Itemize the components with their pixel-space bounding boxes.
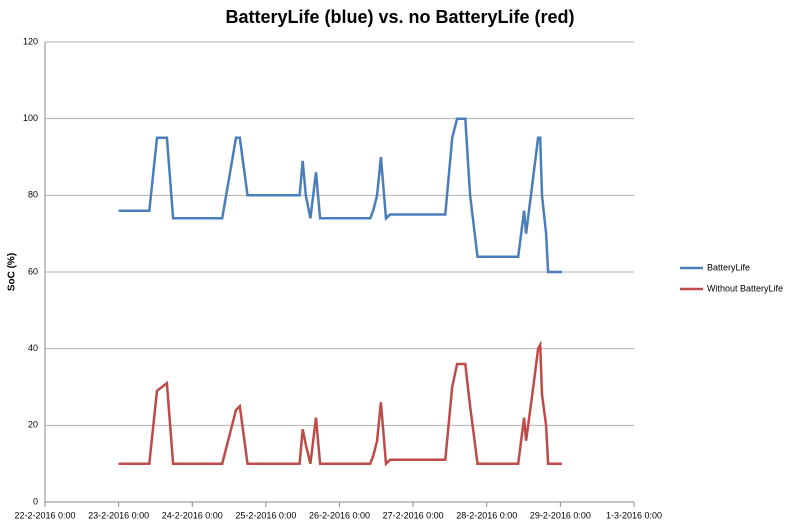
x-tick-label: 26-2-2016 0:00	[309, 510, 370, 520]
y-tick-label: 100	[23, 113, 38, 123]
y-tick-label: 0	[33, 496, 38, 506]
x-tick-label: 25-2-2016 0:00	[235, 510, 296, 520]
y-axis-label: SoC (%)	[7, 253, 18, 291]
x-tick-label: 24-2-2016 0:00	[162, 510, 223, 520]
x-tick-label: 22-2-2016 0:00	[14, 510, 75, 520]
data-line	[118, 117, 562, 274]
x-tick-label: 1-3-2016 0:00	[606, 510, 662, 520]
legend-label: BatteryLife	[707, 262, 750, 272]
y-tick-label: 120	[23, 36, 38, 46]
x-tick-label: 27-2-2016 0:00	[383, 510, 444, 520]
x-tick-label: 23-2-2016 0:00	[88, 510, 149, 520]
y-tick-label: 20	[28, 420, 38, 430]
data-line	[118, 340, 562, 467]
y-tick-label: 80	[28, 190, 38, 200]
x-tick-label: 28-2-2016 0:00	[456, 510, 517, 520]
y-tick-label: 40	[28, 343, 38, 353]
chart-title: BatteryLife (blue) vs. no BatteryLife (r…	[225, 7, 574, 27]
x-tick-label: 29-2-2016 0:00	[530, 510, 591, 520]
y-tick-label: 60	[28, 266, 38, 276]
legend-label: Without BatteryLife	[707, 283, 783, 293]
